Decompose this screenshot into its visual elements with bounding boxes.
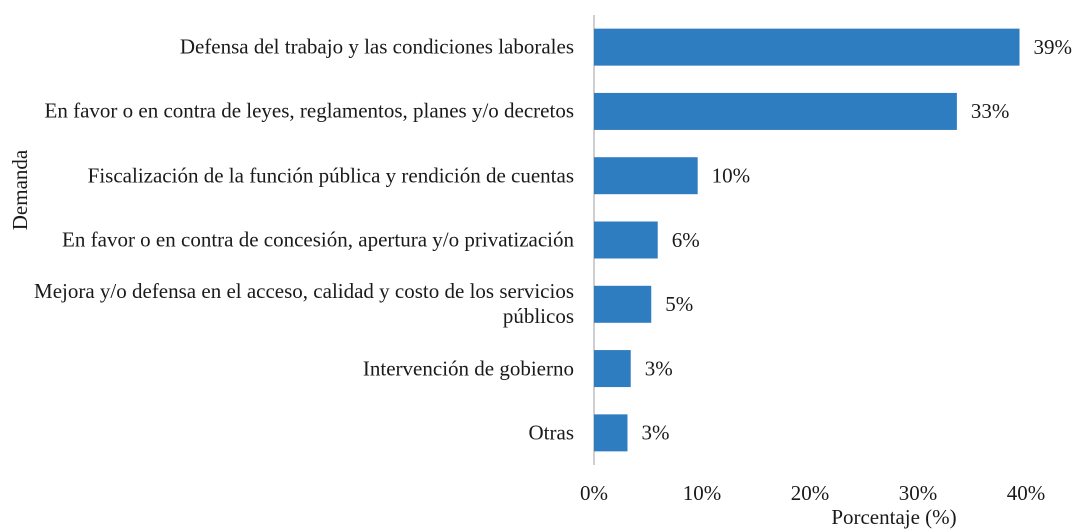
y-tick-label: Defensa del trabajo y las condiciones la… — [179, 34, 574, 59]
data-label: 5% — [665, 292, 693, 316]
bar — [594, 221, 658, 259]
data-label: 3% — [645, 356, 673, 380]
y-tick-label: En favor o en contra de leyes, reglament… — [44, 98, 574, 123]
y-tick-label: Intervención de gobierno — [362, 356, 574, 381]
x-tick-label: 40% — [1007, 481, 1046, 505]
x-tick-label: 0% — [580, 481, 608, 505]
bar — [594, 350, 631, 388]
data-label: 39% — [1034, 35, 1073, 59]
x-tick-label: 10% — [683, 481, 722, 505]
x-axis-title: Porcentaje (%) — [831, 505, 956, 529]
y-tick-label: Mejora y/o defensa en el acceso, calidad… — [34, 279, 574, 329]
y-tick-label: Fiscalización de la función pública y re… — [87, 163, 574, 188]
y-tick-label: En favor o en contra de concesión, apert… — [62, 227, 574, 252]
bar — [594, 414, 628, 452]
x-tick-label: 20% — [791, 481, 830, 505]
bar — [594, 28, 1020, 66]
data-label: 3% — [641, 421, 669, 445]
data-label: 6% — [672, 228, 700, 252]
bar — [594, 157, 698, 195]
y-tick-label: Otras — [528, 420, 575, 445]
y-axis-title: Demanda — [8, 149, 32, 230]
bar — [594, 285, 652, 323]
data-label: 33% — [971, 99, 1010, 123]
bar — [594, 92, 957, 130]
data-label: 10% — [712, 164, 751, 188]
x-tick-label: 30% — [899, 481, 938, 505]
